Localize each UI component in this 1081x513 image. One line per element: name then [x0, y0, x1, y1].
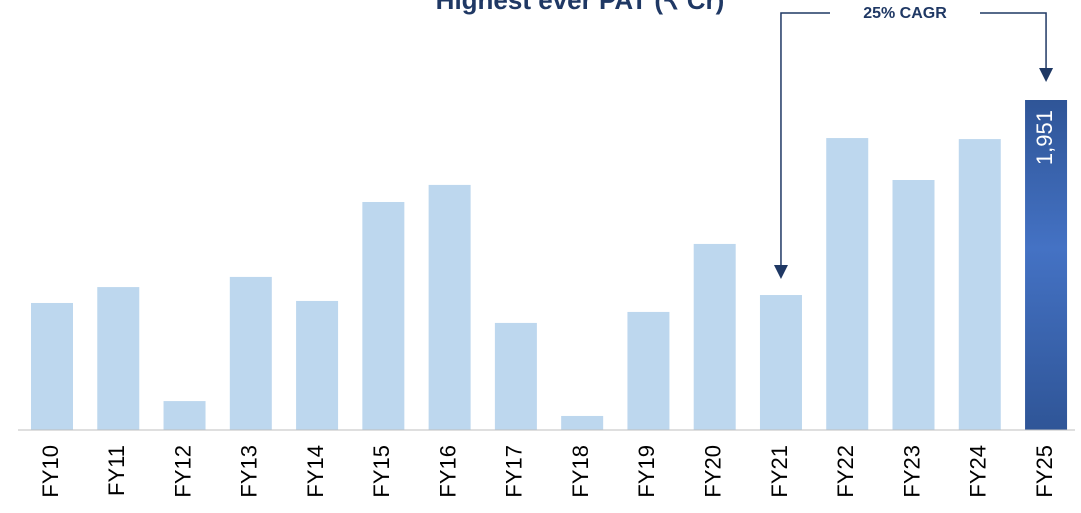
- bar: [958, 139, 1001, 430]
- bar: [362, 201, 405, 430]
- x-tick-label: FY14: [303, 445, 328, 498]
- x-tick-label: FY13: [237, 445, 262, 498]
- bar: [428, 184, 471, 430]
- x-tick-label: FY17: [502, 445, 527, 498]
- data-label: 1,951: [1032, 110, 1057, 165]
- x-tick-label: FY25: [1032, 445, 1057, 498]
- x-tick-label: FY19: [634, 445, 659, 498]
- bar: [31, 302, 73, 430]
- x-tick-label: FY23: [899, 445, 924, 498]
- x-tick-label: FY10: [38, 445, 63, 498]
- bar: [494, 322, 537, 430]
- x-tick-label: FY15: [369, 445, 394, 498]
- bar: [892, 180, 935, 430]
- x-tick-label: FY12: [170, 445, 195, 498]
- bar: [561, 415, 604, 430]
- bar: [163, 401, 206, 430]
- bar: [97, 287, 140, 430]
- x-tick-label: FY22: [833, 445, 858, 498]
- bar: [296, 300, 339, 430]
- arrow-head: [773, 265, 788, 280]
- x-tick-label: FY24: [966, 445, 991, 498]
- bar: [627, 311, 670, 430]
- x-tick-label: FY18: [568, 445, 593, 498]
- arrow-head: [1039, 68, 1054, 82]
- bar: [229, 276, 272, 430]
- bar: [1025, 100, 1068, 430]
- x-tick-label: FY16: [435, 445, 460, 498]
- bar: [693, 243, 736, 430]
- annotation-text: 25% CAGR: [863, 5, 947, 22]
- chart-title: Highest ever PAT (₹ Cr): [436, 0, 725, 15]
- annotation-arrow: [780, 12, 830, 268]
- x-tick-label: FY20: [701, 445, 726, 498]
- x-tick-label: FY11: [104, 445, 129, 496]
- bar: [759, 295, 802, 430]
- x-tick-label: FY21: [767, 445, 792, 498]
- bar: [826, 138, 869, 430]
- annotation-arrow: [980, 12, 1047, 70]
